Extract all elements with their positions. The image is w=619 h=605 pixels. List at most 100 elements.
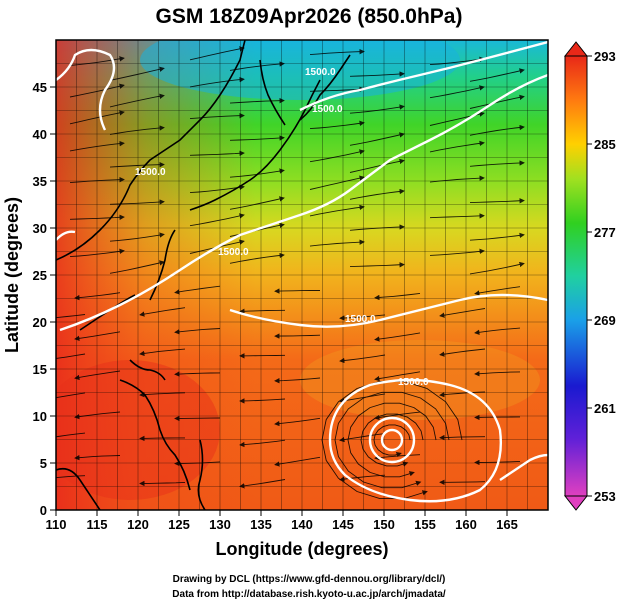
x-tick-label: 145: [332, 517, 354, 532]
streamline: [239, 353, 286, 359]
streamline: [109, 232, 165, 242]
streamline: [439, 479, 486, 485]
streamline: [74, 454, 121, 461]
x-tick-label: 135: [250, 517, 272, 532]
streamline: [56, 432, 86, 438]
x-tick-label: 115: [87, 517, 108, 532]
streamline: [174, 415, 221, 422]
streamline: [189, 46, 245, 61]
streamline: [339, 354, 386, 364]
streamline: [56, 475, 86, 479]
streamline: [229, 61, 285, 71]
colorbar: 293 285 277 269 261 253: [563, 41, 616, 511]
streamline: [347, 402, 437, 478]
contour-label: 1500.0: [312, 104, 343, 115]
streamline: [56, 353, 86, 359]
contour-label: 1500.0: [345, 314, 376, 325]
streamline: [349, 71, 405, 77]
streamline: [360, 413, 424, 467]
streamline: [429, 213, 485, 219]
streamline: [274, 417, 321, 427]
x-tick-label: 125: [168, 517, 190, 532]
streamline: [239, 479, 286, 489]
streamline: [274, 456, 321, 467]
streamline: [469, 261, 525, 275]
streamline: [339, 314, 386, 321]
colorbar-bottom-cap: [563, 495, 589, 511]
streamline: [189, 150, 245, 156]
y-axis-ticks: 0 5 10 15 20 25 30 35 40 45: [33, 80, 56, 518]
colorbar-tick-label: 293: [594, 49, 616, 64]
y-tick-label: 0: [40, 503, 47, 518]
streamline: [469, 94, 525, 109]
streamline: [474, 414, 521, 421]
x-tick-label: 110: [46, 517, 67, 532]
streamline: [69, 56, 125, 66]
colorbar-scale: [564, 55, 588, 497]
streamline: [309, 120, 365, 130]
contour-label: 1500.0: [218, 247, 249, 258]
streamline: [339, 393, 386, 404]
streamline: [189, 76, 245, 88]
streamline: [274, 288, 320, 294]
streamline: [374, 411, 421, 421]
streamline: [309, 48, 365, 56]
streamline: [349, 262, 405, 268]
y-tick-label: 30: [33, 221, 47, 236]
streamline: [239, 308, 286, 314]
streamline: [229, 252, 285, 264]
contour-labels: 1500.0 1500.0 1500.0 1500.0 1500.0 1500.…: [135, 67, 429, 388]
y-tick-label: 25: [33, 268, 47, 283]
streamline: [474, 371, 521, 377]
streamline: [374, 332, 421, 342]
y-tick-label: 45: [33, 80, 47, 95]
streamline: [174, 460, 221, 467]
streamline: [439, 348, 486, 357]
contour-label: 1500.0: [305, 67, 336, 78]
streamline: [373, 424, 411, 458]
streamline: [109, 125, 165, 135]
streamline: [109, 93, 165, 108]
y-axis-label: Latitude (degrees): [2, 197, 22, 353]
colorbar-tick-label: 261: [594, 401, 616, 416]
height-contours: [56, 40, 548, 503]
streamline: [429, 56, 485, 66]
streamline: [469, 232, 525, 241]
credit-drawing: Drawing by DCL (https://www.gfd-dennou.o…: [173, 574, 446, 585]
streamline: [74, 292, 121, 301]
contour-label: 1500.0: [135, 167, 166, 178]
warm-core-south: [56, 360, 220, 500]
streamline: [139, 391, 186, 398]
streamline: [189, 112, 245, 120]
wind-streamlines: [56, 46, 525, 500]
streamline: [174, 328, 221, 335]
colorbar-tick-label: 253: [594, 489, 616, 504]
x-axis-label: Longitude (degrees): [215, 539, 388, 559]
streamline: [469, 124, 525, 136]
x-tick-label: 160: [455, 517, 477, 532]
y-tick-label: 35: [33, 174, 47, 189]
streamline: [349, 104, 405, 114]
x-tick-label: 155: [414, 517, 436, 532]
lat-lon-grid: [56, 40, 548, 510]
x-tick-label: 120: [127, 517, 149, 532]
streamline: [174, 285, 221, 295]
colorbar-tick-label: 285: [594, 137, 616, 152]
streamline: [349, 224, 405, 231]
x-tick-label: 130: [209, 517, 231, 532]
streamline: [74, 411, 121, 420]
cold-region-north: [140, 40, 460, 100]
streamline: [189, 184, 245, 194]
streamline: [469, 160, 525, 167]
streamline: [309, 149, 365, 163]
streamline: [274, 333, 321, 339]
chart-title: GSM 18Z09Apr2026 (850.0hPa): [156, 5, 463, 28]
streamline: [349, 188, 405, 200]
streamline: [139, 480, 186, 487]
streamline: [274, 377, 321, 384]
streamline: [239, 439, 286, 448]
x-tick-label: 140: [291, 517, 313, 532]
streamline: [321, 380, 463, 500]
colorbar-ticks: 293 285 277 269 261 253: [587, 49, 616, 504]
